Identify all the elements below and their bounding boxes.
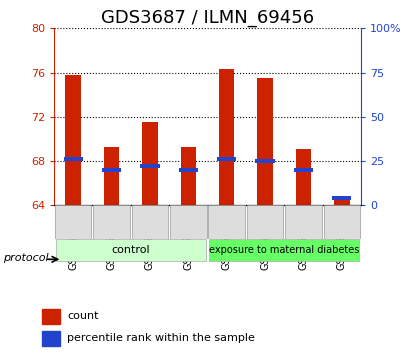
Bar: [102, 168, 121, 172]
FancyBboxPatch shape: [55, 205, 91, 239]
FancyBboxPatch shape: [56, 239, 205, 262]
Title: GDS3687 / ILMN_69456: GDS3687 / ILMN_69456: [101, 9, 314, 27]
Bar: [332, 196, 352, 200]
Bar: [181, 147, 196, 205]
FancyBboxPatch shape: [170, 205, 207, 239]
FancyBboxPatch shape: [93, 205, 130, 239]
FancyBboxPatch shape: [208, 205, 245, 239]
FancyBboxPatch shape: [210, 239, 359, 262]
Bar: [63, 158, 83, 161]
Bar: [294, 168, 313, 172]
Bar: [334, 196, 349, 205]
FancyBboxPatch shape: [285, 205, 322, 239]
Bar: [219, 69, 234, 205]
Bar: [179, 168, 198, 172]
FancyBboxPatch shape: [324, 205, 360, 239]
Bar: [42, 331, 60, 346]
Text: percentile rank within the sample: percentile rank within the sample: [67, 333, 255, 343]
Text: count: count: [67, 312, 99, 321]
Bar: [256, 159, 275, 163]
Bar: [104, 147, 119, 205]
Bar: [140, 165, 159, 168]
Text: exposure to maternal diabetes: exposure to maternal diabetes: [209, 245, 359, 256]
Bar: [217, 158, 236, 161]
FancyBboxPatch shape: [132, 205, 168, 239]
Text: protocol: protocol: [3, 253, 49, 263]
FancyBboxPatch shape: [247, 205, 283, 239]
Bar: [42, 309, 60, 324]
Text: control: control: [111, 245, 150, 256]
Bar: [142, 122, 158, 205]
Bar: [296, 149, 311, 205]
Bar: [66, 75, 81, 205]
Bar: [257, 78, 273, 205]
